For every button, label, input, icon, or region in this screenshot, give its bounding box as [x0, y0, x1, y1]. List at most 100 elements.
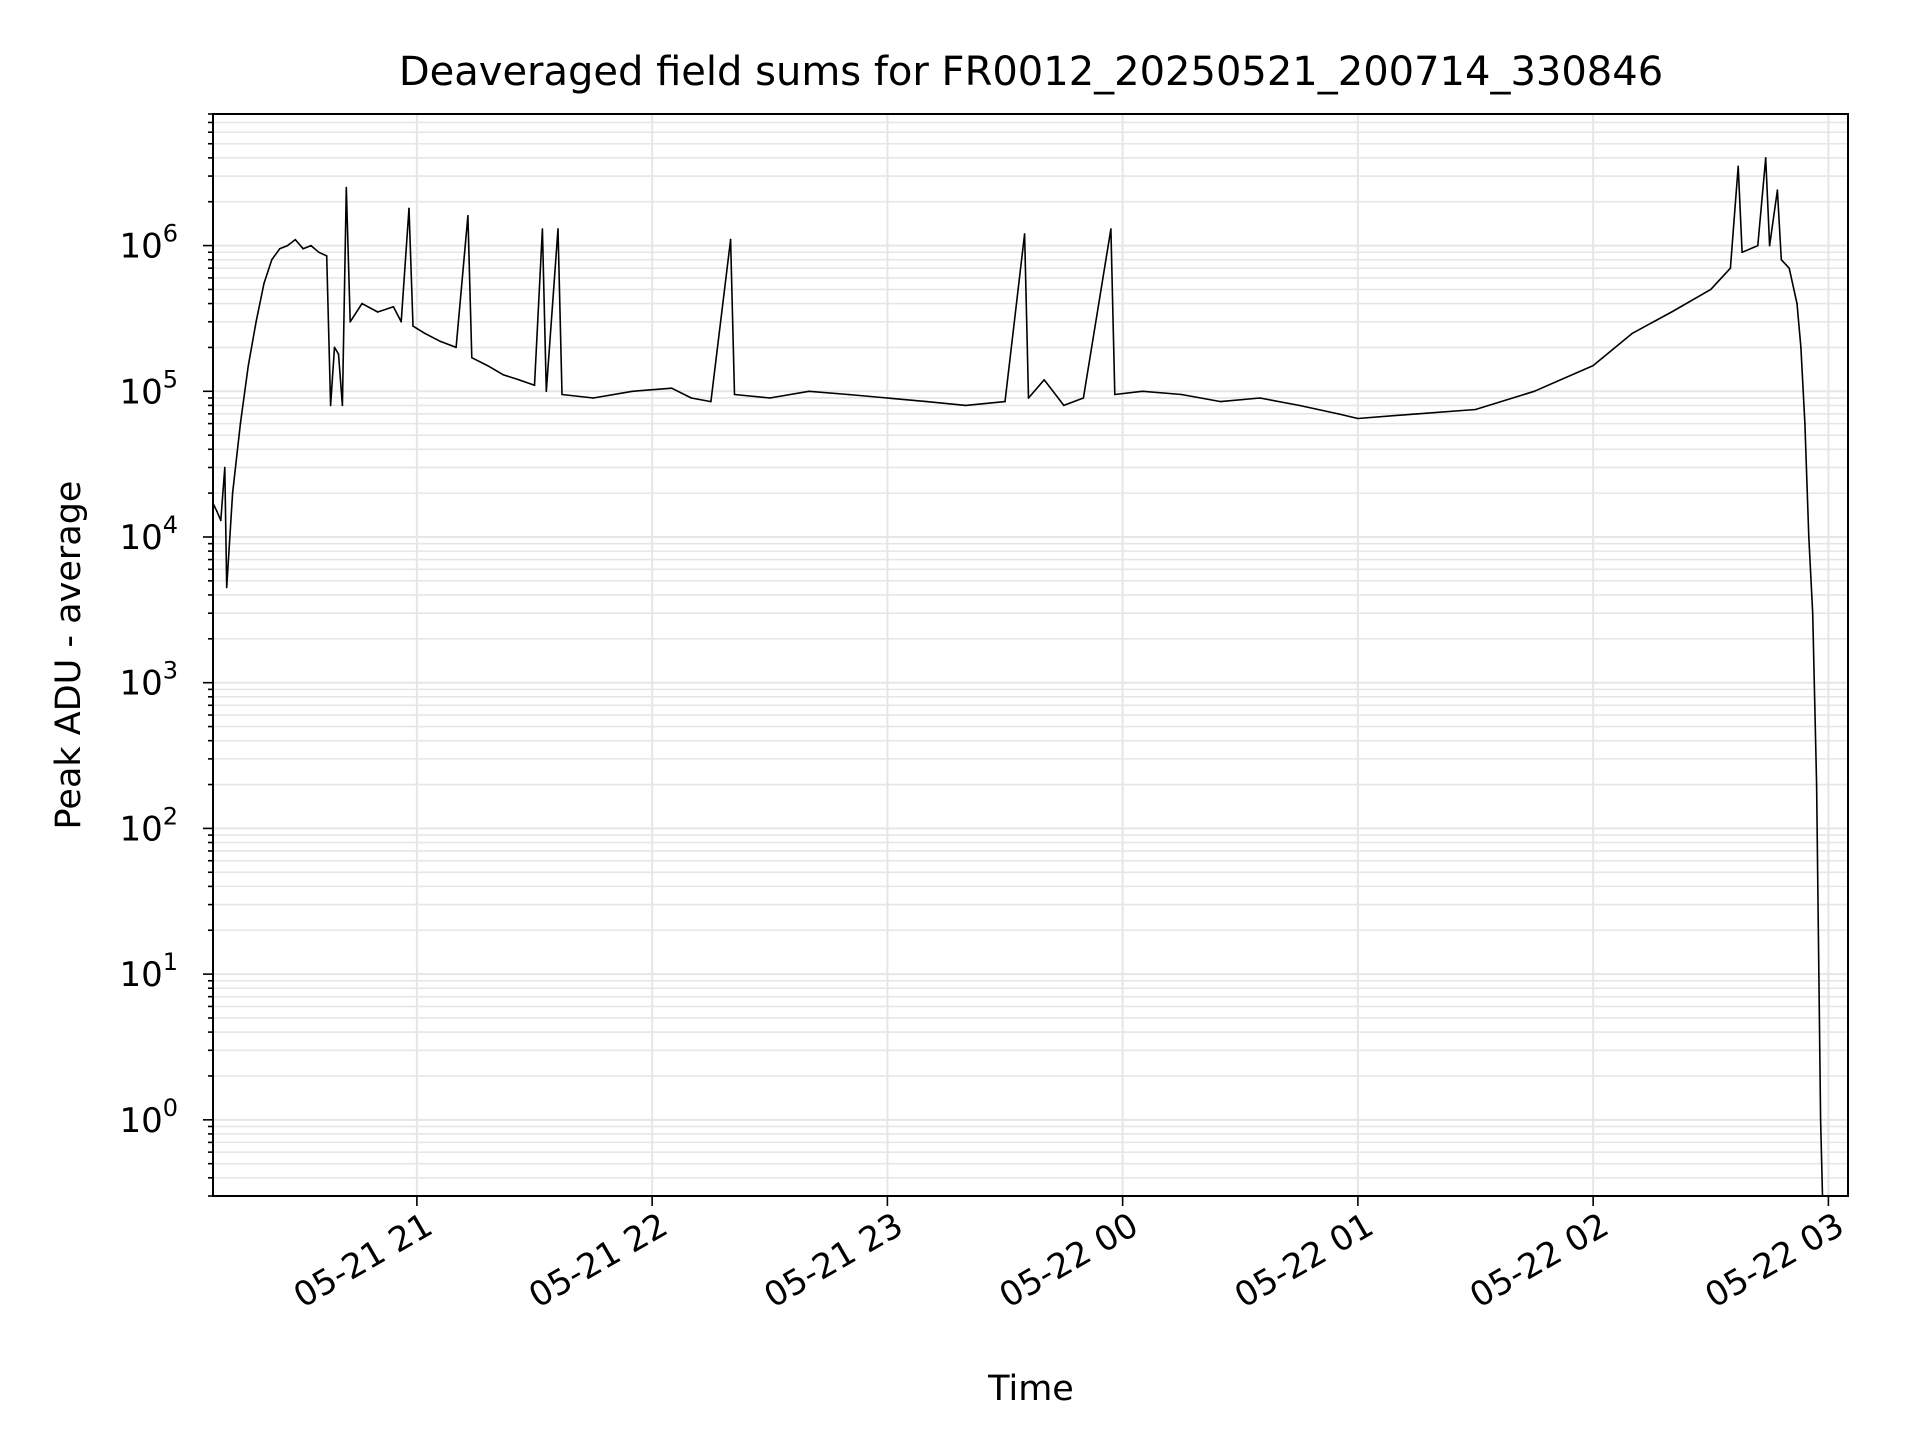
data-point — [294, 238, 297, 241]
data-point — [392, 306, 395, 308]
x-axis-label: Time — [987, 1369, 1074, 1409]
y-tick-label: 100 — [119, 1094, 178, 1141]
data-point — [439, 340, 442, 343]
data-point — [349, 321, 352, 323]
data-point — [1004, 400, 1006, 403]
data-point — [1357, 417, 1359, 420]
y-tick-label: 102 — [119, 802, 178, 849]
y-tick-label-exponent: 4 — [163, 511, 178, 539]
data-point — [263, 282, 265, 285]
data-point — [1737, 165, 1739, 168]
y-tick-label-base: 10 — [119, 664, 162, 704]
data-point — [345, 186, 348, 189]
data-point — [310, 244, 312, 247]
data-point — [1710, 288, 1712, 291]
data-point — [729, 238, 732, 241]
y-tick-label-exponent: 2 — [163, 802, 178, 830]
data-point — [1819, 1119, 1822, 1121]
series-group — [212, 157, 1824, 1197]
data-point — [400, 321, 403, 323]
data-point — [502, 373, 504, 376]
data-point — [341, 404, 344, 407]
data-point — [1063, 404, 1065, 407]
y-tick-label-base: 10 — [119, 227, 162, 267]
y-tick-label-exponent: 3 — [163, 657, 178, 685]
y-tick-label-base: 10 — [119, 372, 162, 412]
y-tick-label: 104 — [119, 511, 178, 558]
data-point — [965, 404, 967, 407]
data-point — [1337, 413, 1340, 415]
y-tick-label-exponent: 0 — [163, 1094, 178, 1122]
data-point — [1027, 397, 1030, 399]
data-point — [557, 228, 559, 230]
data-point — [1474, 408, 1477, 411]
data-point — [518, 379, 520, 381]
y-tick-label-exponent: 5 — [163, 365, 178, 393]
chart-title: Deaveraged field sums for FR0012_2025052… — [399, 49, 1663, 95]
data-point — [224, 466, 226, 469]
y-tick-label: 105 — [119, 365, 178, 412]
y-tick-label-base: 10 — [119, 809, 162, 849]
data-point — [1811, 612, 1814, 614]
data-point — [1800, 346, 1802, 349]
data-point — [1082, 397, 1085, 399]
data-point — [1757, 244, 1759, 247]
data-point — [412, 325, 414, 327]
data-point — [423, 332, 426, 335]
data-point — [1796, 302, 1798, 305]
y-tick-label-base: 10 — [119, 518, 162, 558]
data-point — [1219, 400, 1222, 403]
data-point — [1631, 332, 1634, 335]
data-point — [337, 353, 340, 355]
data-point — [239, 422, 242, 425]
data-point — [1180, 393, 1183, 396]
data-point — [216, 510, 218, 513]
data-point — [631, 390, 634, 393]
data-point — [1815, 783, 1818, 786]
data-point — [1670, 311, 1673, 313]
data-point — [1808, 536, 1810, 538]
data-point — [769, 397, 771, 399]
data-point — [361, 302, 363, 305]
data-point — [302, 248, 305, 250]
data-point — [545, 390, 548, 393]
y-tick-label: 103 — [119, 657, 178, 704]
data-point — [471, 356, 473, 359]
data-point — [278, 248, 281, 250]
data-point — [376, 311, 379, 313]
data-point — [561, 393, 563, 396]
y-tick-label: 101 — [119, 948, 178, 995]
data-point — [231, 492, 234, 494]
data-point — [325, 255, 328, 257]
data-point — [486, 364, 489, 367]
data-point — [1023, 233, 1026, 235]
data-point — [271, 258, 273, 261]
data-point — [329, 404, 332, 407]
data-point — [333, 346, 336, 349]
data-point — [1141, 390, 1143, 393]
data-point — [255, 321, 257, 323]
grid-lines — [213, 113, 1848, 1197]
data-point — [1114, 393, 1116, 396]
data-point — [1298, 404, 1300, 407]
data-point — [1415, 413, 1418, 415]
data-point — [1592, 364, 1594, 367]
y-tick-label: 106 — [119, 220, 178, 267]
data-point — [541, 228, 544, 230]
y-tick-label-exponent: 6 — [163, 220, 178, 248]
y-tick-label-base: 10 — [119, 1101, 162, 1141]
axes-frame — [212, 113, 1849, 1197]
data-point — [1776, 189, 1779, 191]
data-point — [220, 519, 222, 522]
y-axis-label: Peak ADU - average — [49, 481, 89, 830]
data-point — [592, 397, 595, 399]
data-point — [733, 393, 736, 396]
data-point — [847, 393, 849, 396]
data-point — [1110, 228, 1112, 230]
data-point — [670, 387, 673, 390]
data-point — [455, 346, 457, 349]
data-point — [1259, 397, 1261, 399]
data-point — [318, 251, 320, 254]
